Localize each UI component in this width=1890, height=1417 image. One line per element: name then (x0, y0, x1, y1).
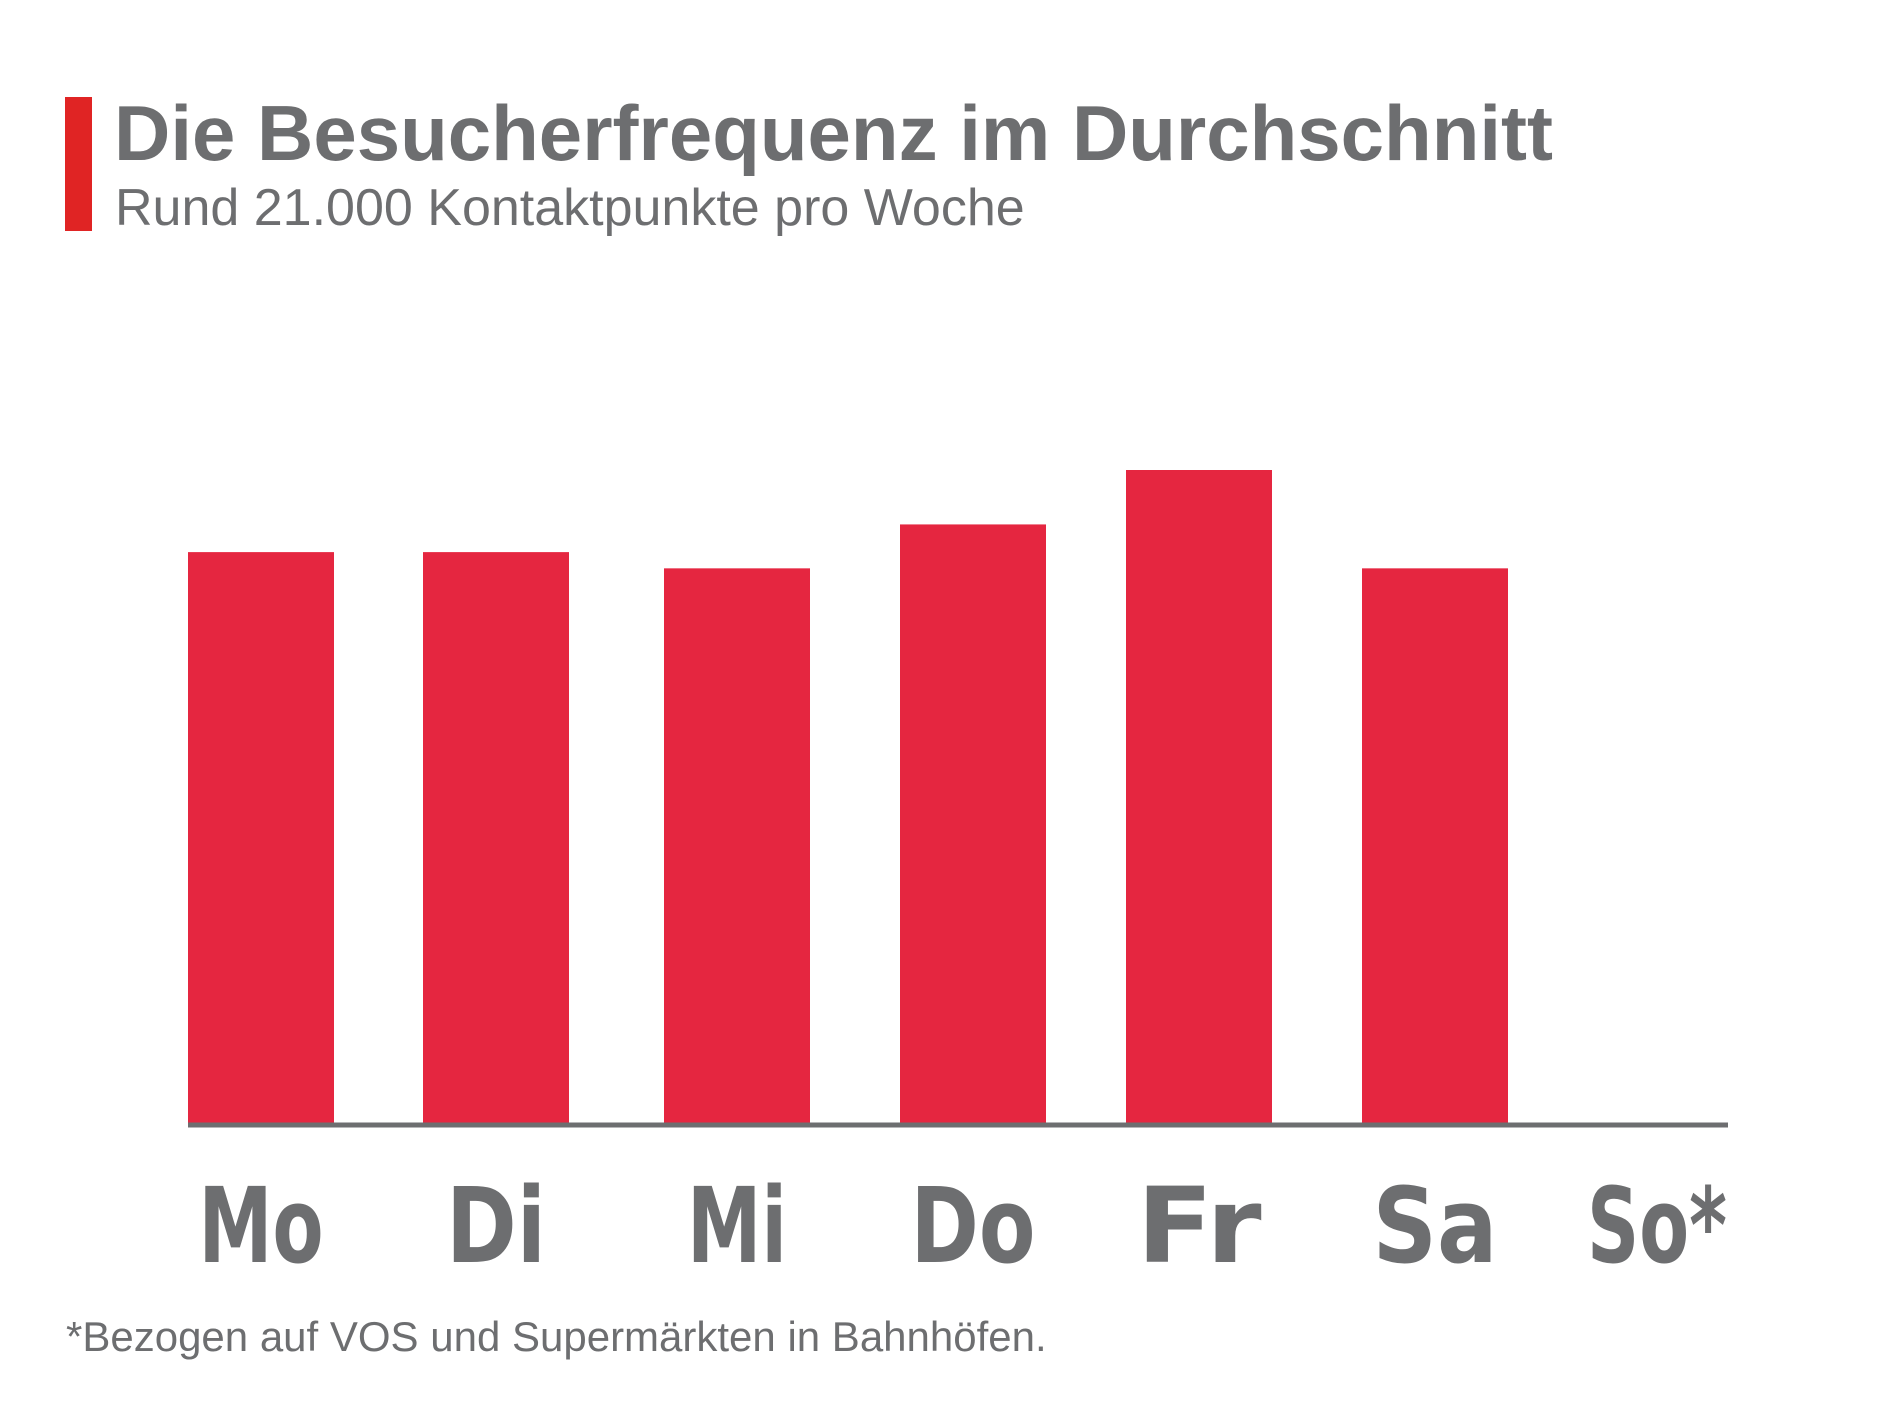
tick-label-mo: Mo (199, 1165, 324, 1287)
tick-label-mi: Mi (687, 1165, 787, 1287)
chart-subtitle: Rund 21.000 Kontaktpunkte pro Woche (115, 179, 1025, 237)
tick-label-sa: Sa (1373, 1165, 1498, 1287)
footnote: *Bezogen auf VOS und Supermärkten in Bah… (66, 1313, 1047, 1360)
bar-mo (188, 552, 334, 1125)
bar-do (900, 524, 1046, 1125)
tick-label-so: So* (1587, 1165, 1727, 1287)
bar-group (188, 470, 1508, 1125)
chart-title: Die Besucherfrequenz im Durchschnitt (114, 89, 1553, 177)
bar-di (423, 552, 569, 1125)
bar-sa (1362, 568, 1508, 1125)
title-accent-bar (65, 97, 92, 231)
bar-mi (664, 568, 810, 1125)
tick-label-fr: Fr (1137, 1165, 1262, 1287)
x-tick-labels: Mo Di Mi Do Fr Sa So* (199, 1165, 1728, 1287)
bar-fr (1126, 470, 1272, 1125)
tick-label-di: Di (446, 1165, 546, 1287)
tick-label-do: Do (911, 1165, 1036, 1287)
